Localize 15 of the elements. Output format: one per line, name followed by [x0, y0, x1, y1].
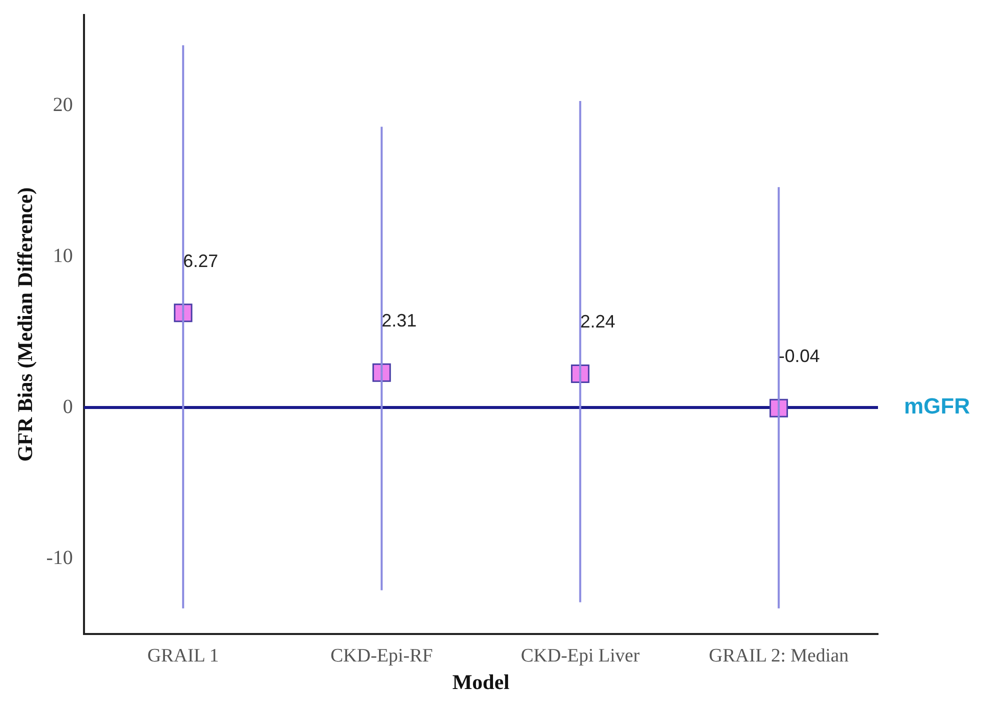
x-axis-title: Model — [452, 670, 510, 694]
data-label: 6.27 — [183, 250, 218, 271]
x-tick-label: CKD-Epi Liver — [520, 645, 640, 666]
y-tick-label: 0 — [62, 396, 73, 418]
x-tick-label: GRAIL 1 — [147, 645, 219, 666]
y-tick-label: 20 — [52, 94, 73, 116]
data-label: -0.04 — [778, 346, 820, 366]
y-axis-title: GFR Bias (Median Difference) — [13, 187, 38, 462]
ref-line-label: mGFR — [904, 394, 970, 419]
data-label: 2.24 — [580, 312, 616, 332]
x-tick-label: GRAIL 2: Median — [708, 645, 850, 666]
y-tick-label: -10 — [46, 546, 73, 569]
y-tick-label: 10 — [52, 244, 73, 267]
x-tick-label: CKD-Epi-RF — [330, 645, 433, 666]
data-label: 2.31 — [382, 310, 417, 331]
